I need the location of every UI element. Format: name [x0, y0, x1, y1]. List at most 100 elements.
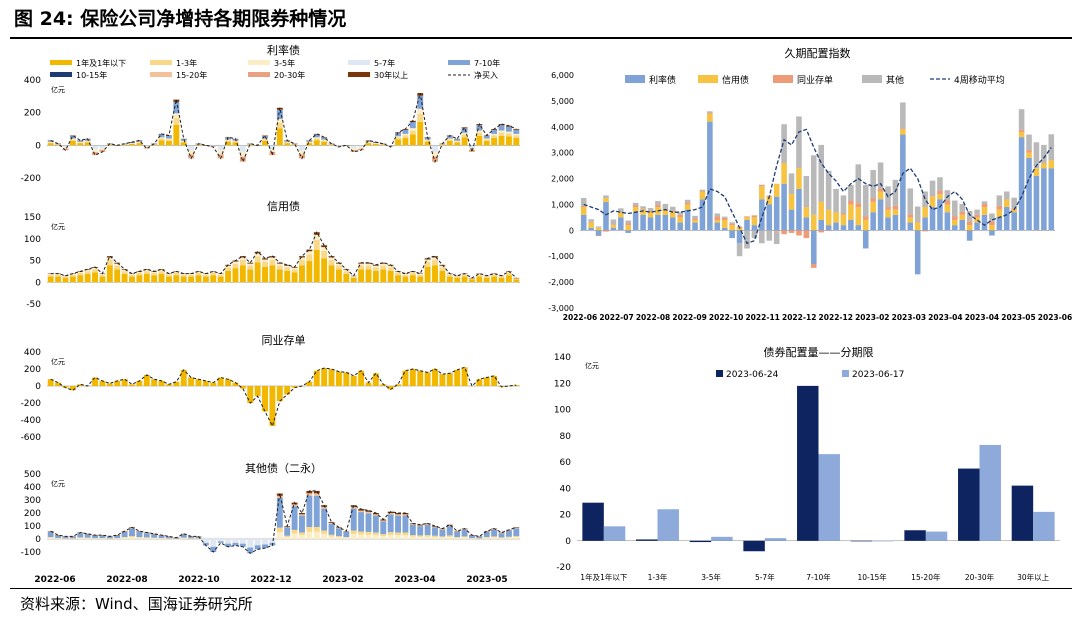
credit-bar — [55, 274, 62, 277]
rate-bar — [69, 140, 76, 146]
other-bar — [454, 531, 461, 538]
rate-bar — [158, 134, 165, 138]
duration-bar — [885, 209, 891, 218]
duration-bar — [877, 199, 884, 231]
other-bar — [84, 537, 91, 539]
credit-bar — [77, 275, 84, 283]
ncd-bar — [69, 386, 76, 391]
rate-bar — [69, 136, 76, 139]
duration-bar — [662, 214, 669, 231]
duration-bar — [699, 190, 706, 192]
credit-bar — [92, 269, 98, 273]
credit-bar — [121, 269, 128, 270]
other-bar — [387, 514, 394, 533]
rate-legend-label: 20-30年 — [274, 70, 305, 80]
rate-bar — [321, 137, 328, 140]
other-bar — [513, 527, 520, 528]
credit-bar — [387, 265, 394, 268]
other-title: 其他债（二永） — [245, 461, 322, 475]
duration-bar — [618, 212, 624, 218]
rate-bar — [276, 128, 283, 146]
other-bar — [84, 534, 91, 538]
duration-bar — [840, 213, 847, 215]
credit-bar — [409, 271, 416, 274]
other-ytick: 400 — [24, 483, 41, 493]
ncd-bar — [483, 377, 490, 386]
other-bar — [129, 528, 135, 537]
other-bar — [439, 529, 446, 537]
credit-bar — [62, 278, 69, 283]
duration-bar — [803, 175, 810, 208]
duration-bar — [870, 212, 876, 231]
rate-bar — [173, 117, 180, 125]
other-bar — [114, 538, 121, 539]
rate-bar — [350, 149, 357, 152]
other-bar — [321, 508, 328, 531]
duration-bar — [618, 208, 624, 213]
other-bar — [313, 526, 320, 532]
other-bar — [513, 527, 520, 529]
rate-bar — [269, 149, 276, 153]
credit-bar — [62, 276, 69, 279]
other-bar — [291, 529, 298, 534]
duration-bar — [796, 116, 802, 169]
duration-bar — [714, 213, 721, 217]
ncd-bar — [417, 370, 424, 386]
credit-bar — [380, 262, 387, 264]
other-bar — [306, 493, 313, 496]
rate-bar — [276, 119, 283, 123]
credit-bar — [461, 273, 468, 275]
duration-bar — [729, 222, 735, 224]
credit-bar — [84, 271, 91, 274]
duration-bar — [848, 200, 854, 205]
duration-bar — [848, 185, 854, 201]
ncd-bar — [92, 377, 98, 386]
other-bar — [409, 524, 416, 525]
rate-bar — [195, 144, 202, 146]
rate-bar — [365, 143, 372, 146]
ncd-bar — [106, 383, 113, 386]
other-bar — [424, 535, 431, 537]
credit-bar — [180, 276, 187, 283]
credit-bar — [262, 266, 268, 283]
credit-bar — [247, 263, 254, 266]
rate-bar — [513, 129, 520, 130]
duration-bar — [1018, 131, 1025, 138]
duration-bar — [766, 204, 773, 231]
duration-bar — [825, 230, 832, 231]
duration-bar — [736, 243, 743, 257]
credit-bar — [136, 273, 143, 276]
duration-bar — [811, 214, 817, 231]
rate-bar — [402, 129, 409, 134]
rate-bar — [409, 134, 416, 146]
duration-bar — [759, 186, 765, 200]
other-bar — [350, 508, 357, 531]
credit-bar — [299, 257, 305, 261]
rate-bar — [513, 133, 520, 136]
rate-bar — [306, 143, 313, 146]
other-bar — [291, 506, 298, 530]
duration-bar — [729, 225, 735, 231]
other-bar — [380, 536, 387, 539]
duration-bar — [640, 206, 646, 209]
other-bar — [77, 538, 84, 539]
other-bar — [395, 532, 402, 536]
ncd-bar — [165, 384, 172, 386]
duration-bar — [937, 199, 943, 231]
other-bar — [439, 537, 446, 539]
credit-bar — [335, 263, 342, 266]
duration-bar — [855, 164, 862, 204]
duration-bar — [922, 217, 928, 231]
rate-bar — [365, 142, 372, 144]
other-bar — [491, 537, 498, 539]
other-bar — [483, 531, 490, 538]
duration-bar — [892, 179, 899, 206]
duration-legend-swatch — [698, 75, 718, 83]
rate-bar — [476, 132, 483, 136]
credit-bar — [188, 273, 195, 275]
ncd-bar — [335, 371, 342, 386]
alloc-ytick: 120 — [554, 379, 571, 389]
other-bar — [446, 525, 453, 527]
title-divider — [10, 37, 1072, 39]
credit-bar — [276, 269, 283, 283]
